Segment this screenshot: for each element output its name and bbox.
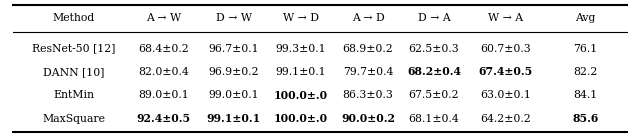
Text: 96.9±0.2: 96.9±0.2 [208, 67, 259, 77]
Text: 64.2±0.2: 64.2±0.2 [480, 114, 531, 123]
Text: 86.3±0.3: 86.3±0.3 [342, 90, 394, 100]
Text: 96.7±0.1: 96.7±0.1 [208, 44, 259, 54]
Text: W → D: W → D [283, 14, 319, 23]
Text: 92.4±0.5: 92.4±0.5 [136, 113, 190, 124]
Text: 82.0±0.4: 82.0±0.4 [138, 67, 189, 77]
Text: 84.1: 84.1 [573, 90, 598, 100]
Text: 90.0±0.2: 90.0±0.2 [341, 113, 395, 124]
Text: 99.1±0.1: 99.1±0.1 [275, 67, 326, 77]
Text: ResNet-50 [12]: ResNet-50 [12] [32, 44, 115, 54]
Text: 60.7±0.3: 60.7±0.3 [480, 44, 531, 54]
Text: 79.7±0.4: 79.7±0.4 [343, 67, 393, 77]
Text: Avg: Avg [575, 14, 596, 23]
Text: 76.1: 76.1 [573, 44, 598, 54]
Text: 62.5±0.3: 62.5±0.3 [408, 44, 460, 54]
Text: 68.9±0.2: 68.9±0.2 [342, 44, 394, 54]
Text: 100.0±.0: 100.0±.0 [274, 113, 328, 124]
Text: D → W: D → W [216, 14, 252, 23]
Text: 67.5±0.2: 67.5±0.2 [408, 90, 460, 100]
Text: 100.0±.0: 100.0±.0 [274, 90, 328, 101]
Text: 63.0±0.1: 63.0±0.1 [480, 90, 531, 100]
Text: Method: Method [52, 14, 95, 23]
Text: MaxSquare: MaxSquare [42, 114, 105, 123]
Text: W → A: W → A [488, 14, 523, 23]
Text: DANN [10]: DANN [10] [43, 67, 104, 77]
Text: A → W: A → W [146, 14, 180, 23]
Text: 68.2±0.4: 68.2±0.4 [407, 66, 461, 77]
Text: 82.2: 82.2 [573, 67, 598, 77]
Text: 85.6: 85.6 [572, 113, 599, 124]
Text: D → A: D → A [417, 14, 451, 23]
Text: 99.3±0.1: 99.3±0.1 [275, 44, 326, 54]
Text: EntMin: EntMin [53, 90, 94, 100]
Text: 99.1±0.1: 99.1±0.1 [207, 113, 260, 124]
Text: 67.4±0.5: 67.4±0.5 [479, 66, 532, 77]
Text: A → D: A → D [351, 14, 385, 23]
Text: 99.0±0.1: 99.0±0.1 [208, 90, 259, 100]
Text: 89.0±0.1: 89.0±0.1 [138, 90, 189, 100]
Text: 68.4±0.2: 68.4±0.2 [138, 44, 189, 54]
Text: 68.1±0.4: 68.1±0.4 [408, 114, 460, 123]
